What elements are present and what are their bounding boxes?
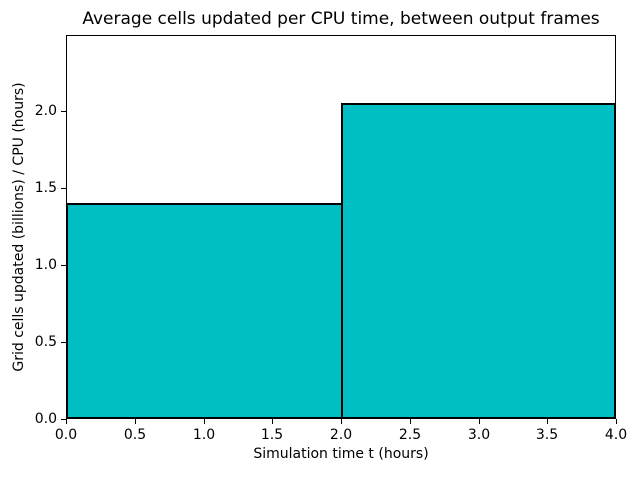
x-tick-label: 2.0 (329, 427, 353, 443)
x-tick-label: 0.5 (123, 427, 147, 443)
y-tick-label: 1.0 (34, 257, 57, 273)
histogram-bar (341, 103, 616, 419)
x-tick-mark (272, 419, 273, 424)
y-tick-mark (61, 188, 66, 189)
y-tick-label: 0.5 (34, 334, 57, 350)
y-tick-mark (61, 419, 66, 420)
x-tick-label: 3.0 (467, 427, 491, 443)
x-tick-label: 0.0 (54, 427, 78, 443)
y-tick-label: 1.5 (34, 180, 57, 196)
x-tick-mark (547, 419, 548, 424)
x-tick-label: 3.5 (535, 427, 559, 443)
x-tick-mark (66, 419, 67, 424)
x-tick-label: 2.5 (398, 427, 422, 443)
x-tick-mark (410, 419, 411, 424)
x-axis-label: Simulation time t (hours) (253, 446, 429, 462)
x-tick-mark (135, 419, 136, 424)
x-tick-mark (341, 419, 342, 424)
y-tick-mark (61, 111, 66, 112)
y-tick-label: 0.0 (34, 411, 57, 427)
plot-area (66, 35, 616, 419)
x-tick-mark (204, 419, 205, 424)
y-tick-mark (61, 342, 66, 343)
x-tick-label: 1.0 (192, 427, 216, 443)
x-tick-mark (479, 419, 480, 424)
x-tick-label: 1.5 (260, 427, 284, 443)
y-tick-mark (61, 265, 66, 266)
x-tick-mark (616, 419, 617, 424)
x-tick-label: 4.0 (604, 427, 628, 443)
y-tick-label: 2.0 (34, 103, 57, 119)
chart-title: Average cells updated per CPU time, betw… (82, 9, 600, 29)
